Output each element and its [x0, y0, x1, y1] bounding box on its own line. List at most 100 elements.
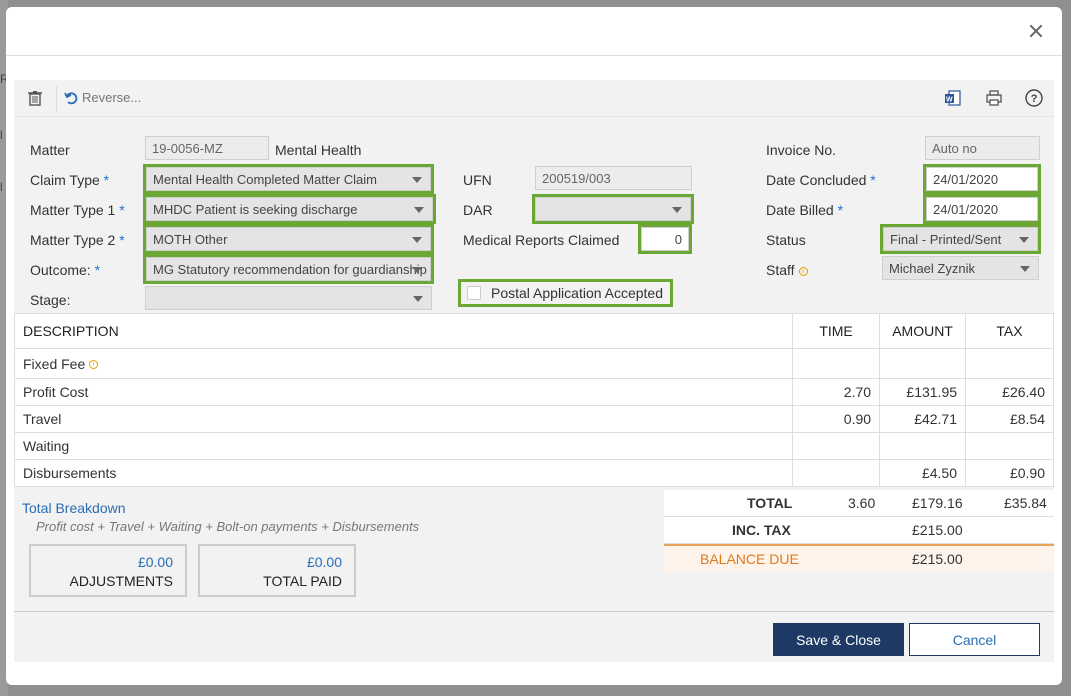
medical-reports-label: Medical Reports Claimed — [463, 232, 620, 248]
table-row: Fixed Fee i — [13, 348, 1054, 379]
stage-select[interactable] — [145, 286, 432, 310]
row-tax: £0.90 — [965, 459, 1054, 487]
info-icon: i — [89, 360, 99, 370]
total-row: TOTAL 3.60 £179.16 £35.84 — [664, 490, 1054, 517]
total-paid-card[interactable]: £0.00 TOTAL PAID — [198, 544, 356, 597]
close-icon[interactable] — [1026, 21, 1046, 41]
svg-text:?: ? — [1031, 93, 1038, 105]
amount-header: AMOUNT — [879, 313, 967, 349]
modal-header — [6, 7, 1062, 56]
table-row: Waiting — [13, 432, 1054, 460]
dar-select[interactable] — [532, 194, 694, 224]
background-text: R — [0, 72, 9, 86]
reverse-label: Reverse... — [82, 90, 142, 105]
cancel-button[interactable]: Cancel — [909, 623, 1040, 656]
row-amount: £4.50 — [879, 459, 967, 487]
inc-tax-label: INC. TAX — [732, 522, 791, 538]
row-amount: £42.71 — [879, 405, 967, 433]
row-amount — [879, 432, 967, 460]
row-tax: £26.40 — [965, 378, 1054, 406]
svg-text:W: W — [946, 97, 953, 104]
trash-icon[interactable] — [26, 89, 44, 107]
totals-panel: TOTAL 3.60 £179.16 £35.84 INC. TAX £215.… — [664, 490, 1054, 572]
total-amount: £179.16 — [912, 495, 963, 511]
claim-form: Matter 19-0056-MZ Mental Health Claim Ty… — [14, 117, 1054, 313]
total-paid-label: TOTAL PAID — [263, 573, 342, 589]
invoice-no-label: Invoice No. — [766, 142, 837, 158]
row-description: Profit Cost — [13, 378, 794, 406]
balance-due-value: £215.00 — [912, 551, 963, 567]
staff-select[interactable]: Michael Zyznik — [882, 256, 1039, 280]
matter-type2-select[interactable]: MOTH Other — [143, 224, 434, 254]
stage-label: Stage: — [30, 292, 71, 308]
row-tax: £8.54 — [965, 405, 1054, 433]
date-billed-label: Date Billed * — [766, 202, 844, 218]
row-time: 2.70 — [792, 378, 881, 406]
invoice-modal: Reverse... W ? Matter 19-0056-MZ Mental … — [6, 7, 1062, 685]
info-icon: i — [798, 266, 808, 276]
total-time: 3.60 — [848, 495, 876, 511]
row-time — [792, 459, 881, 487]
date-billed-input[interactable]: 24/01/2020 — [923, 194, 1041, 224]
total-tax: £35.84 — [1004, 495, 1047, 511]
claim-type-label: Claim Type * — [30, 172, 110, 188]
matter-description: Mental Health — [275, 142, 362, 158]
ufn-label: UFN — [463, 172, 492, 188]
time-header: TIME — [792, 313, 881, 349]
dar-label: DAR — [463, 202, 493, 218]
word-export-icon[interactable]: W — [944, 89, 962, 107]
background-text: l — [0, 180, 3, 194]
tax-header: TAX — [965, 313, 1054, 349]
status-select[interactable]: Final - Printed/Sent — [880, 224, 1041, 254]
claim-type-select[interactable]: Mental Health Completed Matter Claim — [143, 164, 434, 194]
row-amount — [879, 348, 967, 379]
matter-field: 19-0056-MZ — [145, 136, 269, 160]
print-icon[interactable] — [985, 89, 1003, 107]
date-concluded-input[interactable]: 24/01/2020 — [923, 164, 1041, 194]
modal-content: Reverse... W ? Matter 19-0056-MZ Mental … — [13, 80, 1054, 662]
medical-reports-input[interactable]: 0 — [638, 224, 692, 254]
outcome-select[interactable]: MG Statutory recommendation for guardian… — [143, 254, 434, 284]
total-label: TOTAL — [747, 495, 793, 511]
adjustments-card[interactable]: £0.00 ADJUSTMENTS — [29, 544, 187, 597]
matter-type1-select[interactable]: MHDC Patient is seeking discharge — [143, 194, 436, 224]
toolbar: Reverse... W ? — [14, 80, 1054, 117]
balance-due-label: BALANCE DUE — [700, 551, 799, 567]
ufn-field: 200519/003 — [535, 166, 692, 190]
reverse-button[interactable]: Reverse... — [64, 90, 141, 105]
save-close-button[interactable]: Save & Close — [773, 623, 904, 656]
total-breakdown-formula: Profit cost + Travel + Waiting + Bolt-on… — [36, 519, 420, 534]
total-paid-value: £0.00 — [306, 554, 342, 570]
total-breakdown-link[interactable]: Total Breakdown — [22, 500, 126, 516]
status-label: Status — [766, 232, 806, 248]
table-header-row: DESCRIPTION TIME AMOUNT TAX — [13, 313, 1054, 349]
row-tax — [965, 348, 1054, 379]
toolbar-separator — [56, 86, 57, 112]
row-time: 0.90 — [792, 405, 881, 433]
row-amount: £131.95 — [879, 378, 967, 406]
inc-tax-value: £215.00 — [912, 522, 963, 538]
outcome-label: Outcome: * — [30, 262, 101, 278]
balance-due-row: BALANCE DUE £215.00 — [664, 544, 1054, 572]
adjustments-label: ADJUSTMENTS — [69, 573, 173, 589]
row-description: Travel — [13, 405, 794, 433]
matter-label: Matter — [30, 142, 70, 158]
help-icon[interactable]: ? — [1025, 89, 1043, 107]
row-description: Waiting — [13, 432, 794, 460]
postal-application-checkbox-wrap[interactable]: Postal Application Accepted — [458, 279, 673, 307]
fees-table: DESCRIPTION TIME AMOUNT TAX Fixed Fee i P… — [13, 313, 1054, 487]
postal-application-label: Postal Application Accepted — [491, 285, 664, 301]
row-description: Fixed Fee i — [13, 348, 794, 379]
background-overlay — [0, 0, 8, 696]
row-time — [792, 348, 881, 379]
row-tax — [965, 432, 1054, 460]
modal-footer: Save & Close Cancel — [14, 611, 1054, 662]
invoice-no-field: Auto no — [925, 136, 1040, 160]
background-text: l — [0, 128, 3, 142]
matter-type2-label: Matter Type 2 * — [30, 232, 125, 248]
inc-tax-row: INC. TAX £215.00 — [664, 517, 1054, 544]
table-row: Profit Cost 2.70 £131.95 £26.40 — [13, 378, 1054, 406]
matter-type1-label: Matter Type 1 * — [30, 202, 125, 218]
row-description: Disbursements — [13, 459, 794, 487]
postal-application-checkbox[interactable] — [467, 286, 481, 300]
